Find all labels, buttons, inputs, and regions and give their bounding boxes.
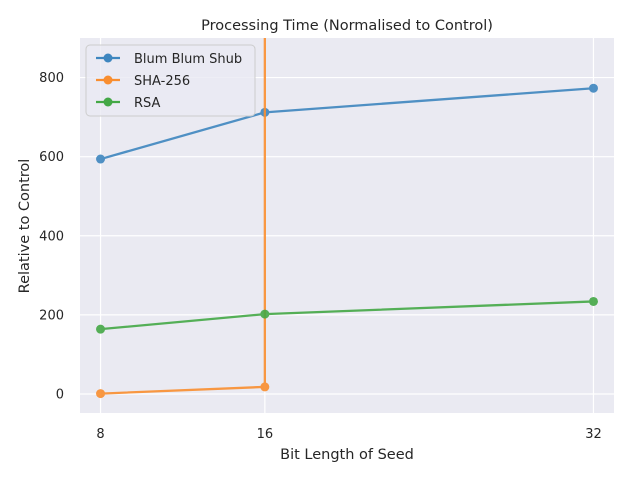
x-axis-label: Bit Length of Seed xyxy=(280,447,414,463)
data-point-sha-256-8 xyxy=(96,389,106,399)
chart-title: Processing Time (Normalised to Control) xyxy=(201,18,493,34)
x-tick-label-32: 32 xyxy=(585,427,602,442)
y-tick-label-800: 800 xyxy=(39,71,64,86)
legend-label-blum-blum-shub: Blum Blum Shub xyxy=(134,52,242,67)
legend-item-blum-blum-shub: Blum Blum Shub xyxy=(96,52,242,67)
x-tick-label-8: 8 xyxy=(96,427,104,442)
data-point-rsa-8 xyxy=(96,324,106,334)
legend-item-sha-256: SHA-256 xyxy=(96,74,190,89)
legend-item-rsa: RSA xyxy=(96,96,161,111)
legend-label-rsa: RSA xyxy=(134,96,161,111)
y-tick-label-200: 200 xyxy=(39,308,64,323)
legend-swatch-marker-sha-256 xyxy=(103,75,113,85)
y-axis-label: Relative to Control xyxy=(17,159,33,294)
data-point-sha-256-16 xyxy=(260,382,270,392)
legend-frame xyxy=(85,44,256,117)
series-rsa xyxy=(96,296,598,334)
x-tick-label-16: 16 xyxy=(257,427,274,442)
legend: Blum Blum Shub SHA-256 RSA xyxy=(85,44,256,117)
legend-swatch-marker-rsa xyxy=(103,97,113,107)
series-sha-256 xyxy=(96,38,270,399)
series-layer xyxy=(96,38,598,399)
legend-swatch-marker-blum-blum-shub xyxy=(103,53,113,63)
data-point-blum-blum-shub-32 xyxy=(588,83,598,93)
y-tick-label-0: 0 xyxy=(56,388,64,403)
ticks: 8 16 32 0 200 400 600 800 xyxy=(39,71,602,442)
data-point-rsa-16 xyxy=(260,309,270,319)
y-tick-label-400: 400 xyxy=(39,229,64,244)
y-tick-label-600: 600 xyxy=(39,150,64,165)
data-point-rsa-32 xyxy=(588,296,598,306)
data-point-blum-blum-shub-8 xyxy=(96,154,106,164)
legend-label-sha-256: SHA-256 xyxy=(134,74,190,89)
